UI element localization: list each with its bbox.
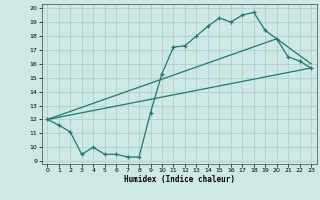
X-axis label: Humidex (Indice chaleur): Humidex (Indice chaleur) [124, 175, 235, 184]
